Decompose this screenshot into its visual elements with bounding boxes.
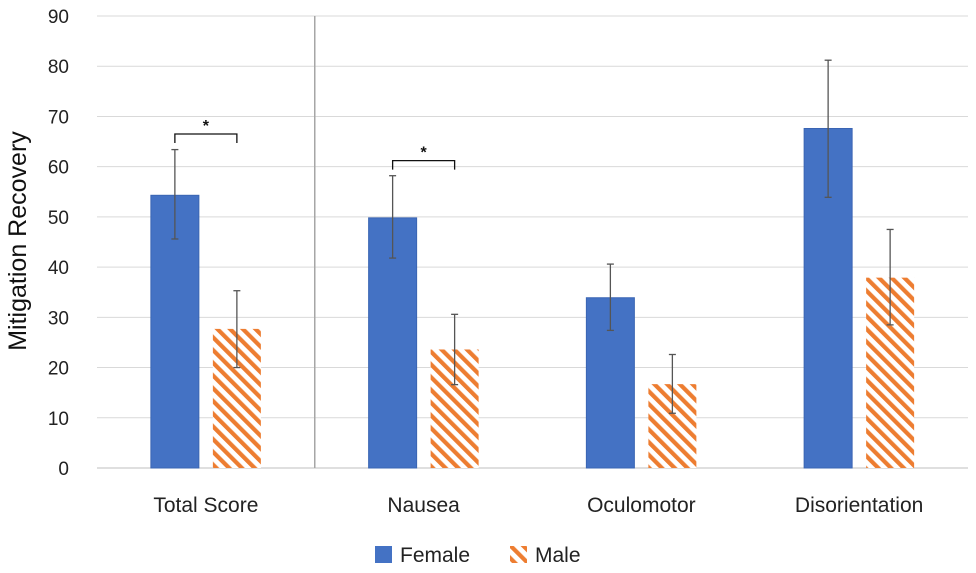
error-bar-female-nausea	[389, 175, 397, 259]
legend-swatch-female	[375, 546, 392, 563]
error-bar-female-disorientation	[824, 59, 832, 198]
y-tick-label-80: 80	[48, 57, 69, 78]
significance-bracket-nausea: *	[391, 145, 456, 170]
y-tick-label-50: 50	[48, 208, 69, 229]
y-axis-title: Mitigation Recovery	[4, 131, 32, 351]
y-tick-label-30: 30	[48, 308, 69, 329]
error-bar-female-oculomotor	[606, 263, 614, 332]
category-label-nausea: Nausea	[387, 494, 460, 517]
error-bar-female-total-score	[171, 148, 179, 240]
bars	[150, 127, 915, 469]
y-tick-label-0: 0	[58, 459, 69, 480]
y-tick-label-60: 60	[48, 158, 69, 179]
bar-female-disorientation	[803, 127, 853, 469]
legend-swatch-male	[510, 546, 527, 563]
y-tick-label-10: 10	[48, 409, 69, 430]
y-tick-label-40: 40	[48, 258, 69, 279]
significance-bracket-nausea-label: *	[421, 145, 428, 162]
error-bars	[171, 59, 894, 414]
significance-bracket-total-score-line	[174, 133, 238, 144]
bar-female-total-score	[150, 194, 200, 469]
error-bar-male-oculomotor	[668, 353, 676, 414]
y-tick-label-20: 20	[48, 359, 69, 380]
y-tick-label-70: 70	[48, 107, 69, 128]
y-axis-ticks: 0 10 20 30 40 50 60 70 80 90	[48, 7, 69, 480]
legend-label-male: Male	[535, 544, 581, 567]
significance-bracket-total-score-label: *	[203, 118, 210, 135]
legend: Female Male	[375, 544, 581, 567]
error-bar-male-nausea	[451, 313, 459, 386]
significance-bracket-total-score: *	[174, 118, 238, 144]
category-label-total-score: Total Score	[153, 494, 258, 517]
category-label-disorientation: Disorientation	[795, 494, 923, 517]
category-label-oculomotor: Oculomotor	[587, 494, 696, 517]
y-tick-label-90: 90	[48, 7, 69, 28]
significance-markers: **	[174, 118, 456, 170]
x-axis-category-labels: Total Score Nausea Oculomotor Disorientatio…	[153, 494, 923, 517]
bar-female-nausea	[368, 217, 418, 469]
error-bar-male-total-score	[233, 290, 241, 369]
significance-bracket-nausea-line	[391, 159, 456, 170]
legend-label-female: Female	[400, 544, 470, 567]
error-bar-male-disorientation	[886, 228, 894, 326]
